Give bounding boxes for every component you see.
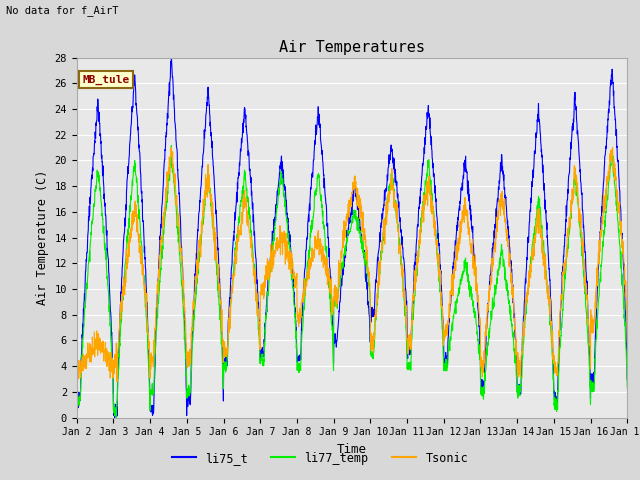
Tsonic xyxy=(167,145,175,151)
Text: MB_tule: MB_tule xyxy=(83,75,129,85)
li75_t xyxy=(513,350,520,356)
li77_temp xyxy=(227,300,235,306)
Tsonic xyxy=(227,303,235,309)
li77_temp xyxy=(513,373,520,379)
Title: Air Temperatures: Air Temperatures xyxy=(279,40,425,55)
Tsonic xyxy=(113,379,121,384)
li75_t xyxy=(623,377,631,383)
Tsonic xyxy=(623,339,631,345)
li77_temp xyxy=(73,393,81,399)
li77_temp xyxy=(623,384,631,390)
li77_temp xyxy=(380,229,388,235)
Tsonic xyxy=(575,209,583,215)
Text: No data for f_AirT: No data for f_AirT xyxy=(6,5,119,16)
Legend: li75_t, li77_temp, Tsonic: li75_t, li77_temp, Tsonic xyxy=(167,447,473,469)
Line: Tsonic: Tsonic xyxy=(77,148,627,382)
li75_t xyxy=(73,400,81,406)
li77_temp xyxy=(369,351,376,357)
Tsonic xyxy=(513,337,520,343)
X-axis label: Time: Time xyxy=(337,443,367,456)
Tsonic xyxy=(369,336,376,341)
li77_temp xyxy=(591,379,598,385)
li77_temp xyxy=(113,415,120,420)
li77_temp xyxy=(168,143,175,148)
Y-axis label: Air Temperature (C): Air Temperature (C) xyxy=(36,170,49,305)
Line: li77_temp: li77_temp xyxy=(77,145,627,418)
li77_temp xyxy=(575,219,583,225)
Tsonic xyxy=(380,216,388,222)
li75_t xyxy=(591,381,598,386)
li75_t xyxy=(227,276,235,281)
li75_t xyxy=(380,196,388,202)
Line: li75_t: li75_t xyxy=(77,58,627,418)
li75_t xyxy=(369,313,376,319)
li75_t xyxy=(168,55,175,60)
Tsonic xyxy=(591,314,598,320)
li75_t xyxy=(111,415,118,420)
li75_t xyxy=(575,150,583,156)
Tsonic xyxy=(73,376,81,382)
